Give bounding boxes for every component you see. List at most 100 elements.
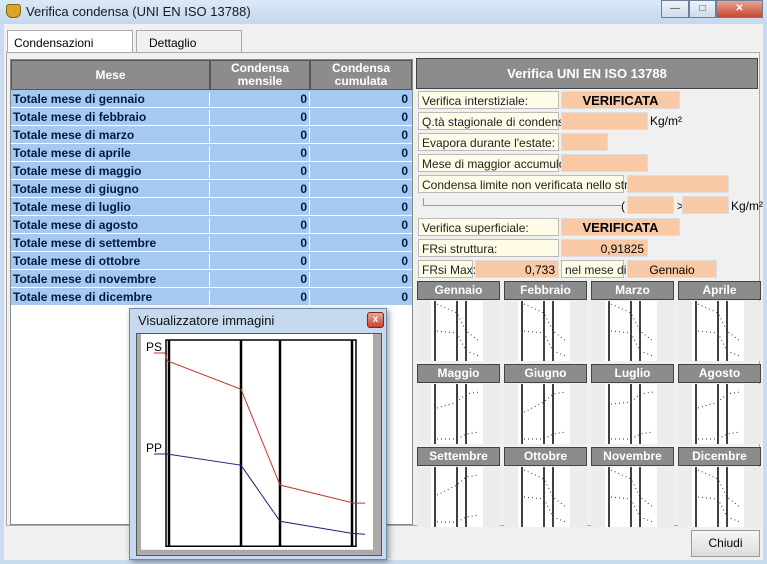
mese-accumulo-value <box>561 154 648 172</box>
table-row[interactable]: Totale mese di luglio 0 0 <box>11 198 412 217</box>
ps-label: PS <box>146 340 162 354</box>
verifica-interstiziale-label: Verifica interstiziale: <box>418 91 559 109</box>
close-button[interactable]: ✕ <box>716 0 763 18</box>
month-thumb-header: Giugno <box>504 364 587 383</box>
strato-indicator-line <box>423 198 621 206</box>
condensa-cumulata-cell: 0 <box>401 146 408 160</box>
table-row[interactable]: Totale mese di giugno 0 0 <box>11 180 412 199</box>
frsi-max-label: FRsi Max: <box>418 260 476 278</box>
condensa-cumulata-cell: 0 <box>401 254 408 268</box>
tab-condensazioni-struttura[interactable]: Condensazioni struttura <box>7 30 133 64</box>
condensa-mensile-cell: 0 <box>210 110 310 127</box>
maximize-button[interactable]: □ <box>689 0 716 18</box>
condensa-mensile-cell: 0 <box>210 182 310 199</box>
chiudi-button[interactable]: Chiudi <box>691 530 760 557</box>
table-row[interactable]: Totale mese di dicembre 0 0 <box>11 288 412 307</box>
condensa-limite-label: Condensa limite non verificata nello str… <box>418 175 648 193</box>
month-thumb-chart[interactable] <box>417 467 500 527</box>
condensa-table: Mese Condensa mensile Condensa cumulata … <box>10 59 413 525</box>
month-thumb-chart[interactable] <box>591 467 674 527</box>
table-row[interactable]: Totale mese di ottobre 0 0 <box>11 252 412 271</box>
frsi-struttura-value: 0,91825 <box>561 239 648 257</box>
app-icon <box>6 4 21 18</box>
month-thumb-header: Febbraio <box>504 281 587 300</box>
condensa-mensile-cell: 0 <box>210 290 310 307</box>
month-thumb-header: Novembre <box>591 447 674 466</box>
condensa-cumulata-cell: 0 <box>401 236 408 250</box>
condensa-cumulata-cell: 0 <box>401 164 408 178</box>
table-row[interactable]: Totale mese di agosto 0 0 <box>11 216 412 235</box>
month-cell: Totale mese di marzo <box>11 128 210 145</box>
month-thumb-header: Gennaio <box>417 281 500 300</box>
month-cell: Totale mese di maggio <box>11 164 210 181</box>
table-row[interactable]: Totale mese di aprile 0 0 <box>11 144 412 163</box>
condensa-cumulata-cell: 0 <box>401 290 408 304</box>
frsi-max-value: 0,733 <box>475 260 559 278</box>
nel-mese-label: nel mese di: <box>561 260 630 278</box>
month-cell: Totale mese di ottobre <box>11 254 210 271</box>
condensa-cumulata-cell: 0 <box>401 128 408 142</box>
qta-unit: Kg/m² <box>650 114 683 128</box>
month-thumb-chart[interactable] <box>504 384 587 444</box>
limite-b-value <box>682 196 729 214</box>
popup-close-icon[interactable]: x <box>367 312 384 328</box>
image-viewer-popup: Visualizzatore immagini x PS PP <box>129 308 387 560</box>
month-cell: Totale mese di dicembre <box>11 290 210 307</box>
month-cell: Totale mese di settembre <box>11 236 210 253</box>
month-thumb-chart[interactable] <box>504 467 587 527</box>
table-row[interactable]: Totale mese di settembre 0 0 <box>11 234 412 253</box>
header-mese: Mese <box>11 60 210 90</box>
month-thumb-chart[interactable] <box>678 301 761 361</box>
month-thumb-header: Agosto <box>678 364 761 383</box>
header-condensa-mensile: Condensa mensile <box>210 60 310 90</box>
limite-unit: Kg/m² <box>731 199 764 213</box>
month-thumb-chart[interactable] <box>417 384 500 444</box>
month-cell: Totale mese di novembre <box>11 272 210 289</box>
table-row[interactable]: Totale mese di maggio 0 0 <box>11 162 412 181</box>
month-thumb-chart[interactable] <box>678 384 761 444</box>
nel-mese-value: Gennaio <box>627 260 717 278</box>
condensa-mensile-cell: 0 <box>210 200 310 217</box>
month-cell: Totale mese di agosto <box>11 218 210 235</box>
condensa-mensile-cell: 0 <box>210 128 310 145</box>
month-thumb-header: Ottobre <box>504 447 587 466</box>
pp-line <box>154 454 365 534</box>
month-thumb-chart[interactable] <box>591 301 674 361</box>
month-thumb-header: Luglio <box>591 364 674 383</box>
header-condensa-cumulata: Condensa cumulata <box>310 60 412 90</box>
month-thumb-header: Maggio <box>417 364 500 383</box>
condensa-cumulata-cell: 0 <box>401 200 408 214</box>
limite-a-value <box>627 196 674 214</box>
month-thumb-chart[interactable] <box>417 301 500 361</box>
table-row[interactable]: Totale mese di febbraio 0 0 <box>11 108 412 127</box>
table-row[interactable]: Totale mese di novembre 0 0 <box>11 270 412 289</box>
minimize-button[interactable]: — <box>661 0 689 18</box>
table-row[interactable]: Totale mese di gennaio 0 0 <box>11 90 412 109</box>
month-thumb-chart[interactable] <box>591 384 674 444</box>
diagram-border <box>166 340 356 546</box>
paren: ( <box>621 199 625 213</box>
verifica-superficiale-value: VERIFICATA <box>561 218 680 236</box>
qta-condensa-value <box>561 112 648 130</box>
month-cell: Totale mese di gennaio <box>11 92 210 109</box>
table-row[interactable]: Totale mese di marzo 0 0 <box>11 126 412 145</box>
condensa-mensile-cell: 0 <box>210 146 310 163</box>
condensa-cumulata-cell: 0 <box>401 92 408 106</box>
month-thumb-header: Aprile <box>678 281 761 300</box>
month-thumb-chart[interactable] <box>678 467 761 527</box>
condensa-mensile-cell: 0 <box>210 272 310 289</box>
condensa-mensile-cell: 0 <box>210 164 310 181</box>
verifica-header: Verifica UNI EN ISO 13788 <box>416 58 758 89</box>
mese-accumulo-label: Mese di maggior accumulo: <box>418 154 569 172</box>
month-thumb-header: Marzo <box>591 281 674 300</box>
month-thumb-chart[interactable] <box>504 301 587 361</box>
condensa-cumulata-cell: 0 <box>401 218 408 232</box>
condensa-mensile-cell: 0 <box>210 92 310 109</box>
tab-dettaglio-mensile[interactable]: Dettaglio mensile <box>136 30 242 64</box>
month-cell: Totale mese di luglio <box>11 200 210 217</box>
window-title: Verifica condensa (UNI EN ISO 13788) <box>26 4 251 19</box>
greater-than: > <box>677 199 685 213</box>
verifica-interstiziale-value: VERIFICATA <box>561 91 680 109</box>
month-thumb-header: Settembre <box>417 447 500 466</box>
evapora-label: Evapora durante l'estate: <box>418 133 559 151</box>
